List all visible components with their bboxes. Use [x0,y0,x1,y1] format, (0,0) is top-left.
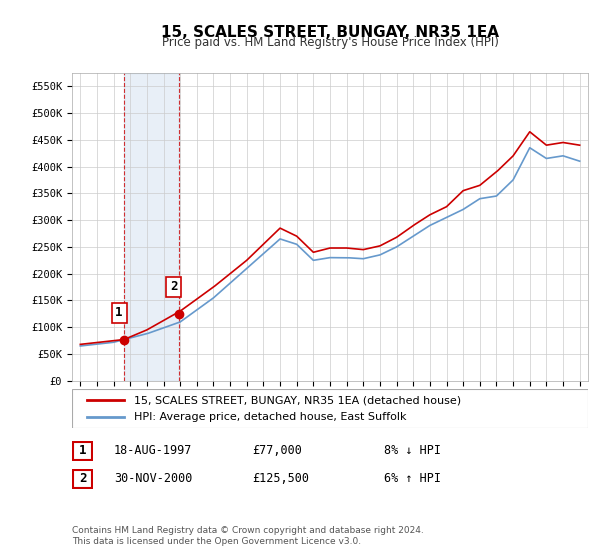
Text: Price paid vs. HM Land Registry's House Price Index (HPI): Price paid vs. HM Land Registry's House … [161,36,499,49]
Text: 1: 1 [79,444,86,458]
Text: 15, SCALES STREET, BUNGAY, NR35 1EA: 15, SCALES STREET, BUNGAY, NR35 1EA [161,25,499,40]
FancyBboxPatch shape [72,389,588,428]
FancyBboxPatch shape [73,442,92,460]
Text: £77,000: £77,000 [252,444,302,458]
Text: 2: 2 [79,472,86,486]
Text: 1: 1 [115,306,123,319]
Text: 2: 2 [170,281,178,293]
Text: Contains HM Land Registry data © Crown copyright and database right 2024.
This d: Contains HM Land Registry data © Crown c… [72,526,424,546]
Text: 30-NOV-2000: 30-NOV-2000 [114,472,193,486]
Text: £125,500: £125,500 [252,472,309,486]
Text: 18-AUG-1997: 18-AUG-1997 [114,444,193,458]
Bar [124,73,179,381]
Text: 6% ↑ HPI: 6% ↑ HPI [384,472,441,486]
Text: 8% ↓ HPI: 8% ↓ HPI [384,444,441,458]
Text: HPI: Average price, detached house, East Suffolk: HPI: Average price, detached house, East… [134,412,406,422]
Text: 15, SCALES STREET, BUNGAY, NR35 1EA (detached house): 15, SCALES STREET, BUNGAY, NR35 1EA (det… [134,395,461,405]
FancyBboxPatch shape [73,470,92,488]
